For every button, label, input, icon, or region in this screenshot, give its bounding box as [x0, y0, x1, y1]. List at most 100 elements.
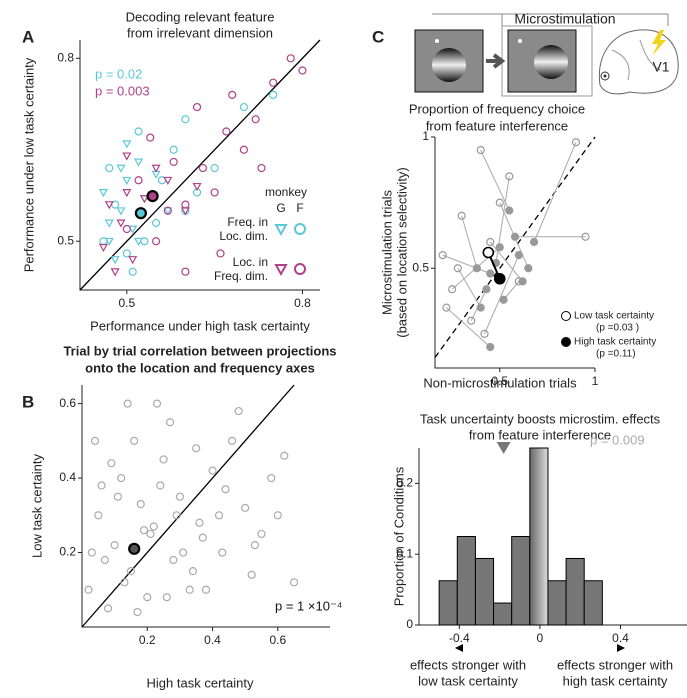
bar	[474, 557, 495, 626]
y-tick-label: 0.1	[396, 546, 413, 560]
point	[105, 163, 114, 173]
point	[486, 269, 495, 278]
pair-link	[461, 215, 478, 269]
point	[128, 542, 141, 555]
pair-link	[489, 241, 524, 282]
point	[94, 511, 103, 520]
point	[139, 195, 149, 204]
point	[510, 232, 520, 241]
point	[274, 224, 288, 237]
arrow-label: effects stronger with	[410, 657, 526, 672]
annotation: p = 1 ×10⁻⁴	[275, 598, 342, 613]
y-axis-label: Performance under low task certainty	[21, 57, 36, 272]
point	[239, 102, 249, 112]
chart-title: from feature interference	[426, 118, 568, 133]
point	[133, 608, 142, 617]
point	[514, 251, 523, 260]
annotation: p = 0.003	[95, 83, 150, 98]
point	[257, 163, 266, 173]
point	[128, 225, 138, 234]
point	[581, 232, 590, 241]
legend-column: F	[296, 201, 303, 215]
point	[239, 145, 249, 154]
point	[122, 152, 132, 161]
point	[438, 251, 447, 260]
point	[269, 90, 278, 99]
point	[140, 237, 149, 246]
x-tick-label: 0.6	[269, 633, 286, 647]
point	[228, 436, 237, 445]
point	[128, 267, 137, 276]
point	[247, 570, 256, 579]
point	[152, 399, 162, 408]
diagram-title: Microstimulation	[514, 11, 615, 27]
point	[104, 237, 114, 246]
x-tick-label: 0.4	[612, 631, 629, 645]
mean-marker	[496, 442, 511, 454]
bar	[456, 536, 476, 626]
point	[134, 158, 144, 167]
point	[476, 146, 485, 155]
point	[122, 189, 132, 198]
point	[228, 90, 237, 99]
point	[524, 264, 533, 273]
point	[163, 176, 173, 185]
point	[116, 164, 126, 173]
y-tick-label: 0	[406, 617, 413, 631]
point	[257, 529, 266, 539]
point	[192, 182, 202, 192]
point	[146, 133, 155, 142]
x-tick-label: 0.5	[118, 296, 135, 310]
point	[571, 138, 581, 147]
point	[495, 198, 504, 207]
legend-label: Low task certainty	[574, 311, 654, 322]
point	[163, 206, 172, 215]
point	[179, 548, 188, 557]
y-tick-label: 0.5	[412, 260, 429, 274]
legend-note: (p =0.03 )	[596, 323, 639, 334]
annotation: p = 0.009	[590, 432, 645, 447]
point	[162, 593, 171, 602]
point	[181, 267, 190, 276]
point	[198, 163, 208, 173]
point	[499, 295, 508, 304]
point	[210, 163, 219, 173]
point	[467, 316, 476, 325]
legend-note: (p =0.11)	[596, 349, 636, 360]
point	[98, 243, 108, 253]
point	[130, 436, 139, 445]
point	[210, 188, 219, 197]
annotation: p = 0.02	[95, 66, 142, 81]
point	[134, 237, 144, 246]
x-tick-label: 1	[592, 374, 599, 388]
point	[175, 492, 184, 501]
point	[181, 115, 190, 124]
y-tick-label: 1	[422, 129, 429, 143]
stimulus-diagram: Microstimulation V1	[414, 11, 679, 97]
pair-link	[446, 307, 491, 348]
point	[169, 555, 178, 565]
point	[97, 481, 106, 490]
legend-label: Loc. dim.	[219, 229, 268, 243]
point	[159, 455, 168, 464]
point	[251, 115, 260, 124]
x-tick-label: 0.4	[204, 633, 221, 647]
bar	[583, 580, 603, 626]
point	[172, 511, 181, 520]
point	[126, 567, 136, 576]
arrow-label: low task certainty	[418, 673, 518, 688]
point	[221, 485, 230, 494]
point	[448, 285, 457, 294]
point	[139, 526, 149, 535]
point	[486, 342, 495, 352]
chart-title: Trial by trial correlation between proje…	[63, 343, 336, 358]
legend-title: monkey	[265, 185, 307, 199]
point	[163, 207, 173, 216]
bar	[493, 602, 513, 626]
point	[156, 481, 165, 490]
point	[151, 164, 161, 173]
y-tick-label: 0.6	[59, 396, 76, 410]
point	[561, 311, 571, 321]
chart-title: Decoding relevant feature	[126, 9, 275, 24]
